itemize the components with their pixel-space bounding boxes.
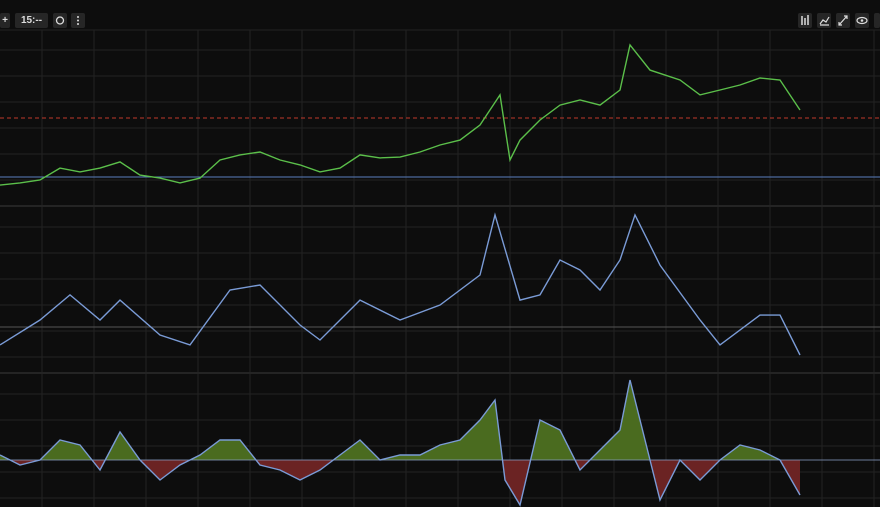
menu-button[interactable] [71, 13, 85, 28]
eye-button[interactable] [855, 13, 869, 28]
series-line [0, 379, 801, 507]
refresh-button[interactable] [53, 13, 67, 28]
series-line [0, 212, 801, 356]
area-up [0, 380, 800, 460]
indicator-button[interactable] [817, 13, 831, 28]
expand-button[interactable] [836, 13, 850, 28]
add-button[interactable]: + [0, 13, 10, 28]
more-button[interactable] [874, 13, 880, 28]
series-line [0, 43, 801, 186]
interval-button[interactable]: 15:-- [15, 13, 48, 28]
candles-button[interactable] [798, 13, 812, 28]
